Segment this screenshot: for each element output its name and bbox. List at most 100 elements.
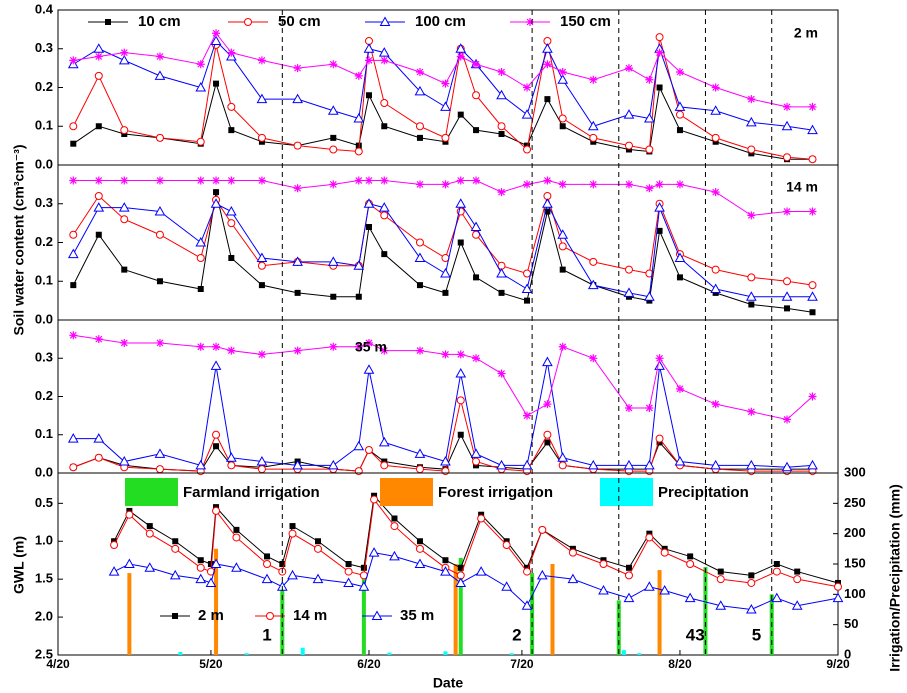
marker [455, 43, 467, 53]
marker [172, 538, 179, 545]
marker [745, 603, 757, 614]
bar [616, 600, 621, 655]
marker [807, 459, 818, 470]
marker [589, 133, 598, 142]
marker [559, 123, 566, 130]
marker [441, 350, 450, 359]
series-line [73, 433, 813, 472]
legend-label: 2 m [198, 607, 224, 624]
legend-label: Forest irrigation [438, 484, 553, 501]
marker [644, 459, 655, 470]
marker [227, 219, 236, 228]
marker [292, 459, 303, 470]
marker [711, 83, 720, 92]
marker [121, 266, 128, 273]
marker [370, 495, 379, 504]
marker [440, 456, 451, 466]
marker [353, 440, 365, 451]
marker [523, 83, 532, 92]
marker [655, 434, 664, 443]
marker [781, 120, 793, 131]
marker [256, 252, 268, 262]
marker [258, 282, 265, 289]
series-line [113, 494, 839, 584]
marker [625, 564, 632, 571]
bar [178, 651, 183, 655]
bar [127, 573, 132, 655]
marker [329, 145, 338, 154]
y-tick-label: 0.1 [35, 273, 53, 288]
marker [526, 18, 534, 26]
marker [364, 338, 373, 347]
marker [288, 529, 297, 538]
marker [69, 176, 78, 185]
marker [521, 283, 533, 293]
marker [315, 538, 321, 545]
marker [363, 43, 375, 53]
marker [587, 120, 599, 131]
marker [794, 568, 801, 575]
marker [120, 48, 129, 57]
marker [455, 577, 467, 587]
marker [380, 346, 389, 355]
marker [94, 71, 103, 80]
marker [455, 198, 467, 208]
marker [314, 544, 322, 553]
marker [558, 461, 567, 470]
marker [557, 74, 569, 84]
marker [676, 274, 683, 281]
marker [120, 215, 129, 224]
marker [364, 176, 373, 185]
marker [330, 293, 337, 300]
y2-tick-label: 50 [844, 616, 858, 631]
marker [589, 257, 598, 266]
marker [293, 346, 302, 355]
marker [195, 573, 207, 584]
marker [711, 400, 720, 409]
marker [686, 560, 695, 568]
marker [472, 230, 481, 239]
y-axis-label: GWL (m) [11, 536, 27, 594]
marker [675, 384, 684, 393]
marker [473, 274, 480, 281]
marker [293, 184, 302, 193]
marker [67, 433, 79, 443]
marker [95, 231, 102, 238]
marker [415, 68, 424, 76]
marker [498, 289, 505, 296]
bar [453, 564, 458, 655]
x-tick-label: 9/20 [826, 657, 850, 671]
marker [257, 133, 266, 142]
marker [312, 573, 324, 584]
marker [457, 431, 464, 438]
marker [210, 360, 222, 370]
panel-frame [57, 319, 839, 474]
marker [69, 463, 78, 472]
marker [364, 446, 373, 455]
series-line [73, 361, 813, 468]
marker [497, 68, 506, 76]
annotation: 1 [262, 625, 271, 644]
marker [624, 571, 633, 580]
marker [355, 293, 362, 300]
marker [456, 350, 465, 359]
bar [458, 557, 463, 655]
y-tick-label: 0.3 [35, 350, 53, 365]
marker [441, 180, 450, 189]
marker [207, 561, 214, 567]
marker [457, 239, 464, 246]
bar [387, 652, 392, 655]
marker [542, 356, 553, 367]
series-line [113, 498, 839, 588]
marker [772, 567, 781, 576]
y-tick-label: 0.0 [35, 156, 53, 171]
marker [354, 147, 363, 156]
marker [809, 309, 816, 316]
marker [656, 227, 663, 234]
marker [456, 176, 465, 185]
marker [155, 176, 164, 185]
marker [212, 29, 221, 38]
bar [361, 579, 366, 655]
marker [227, 48, 236, 57]
marker [659, 585, 671, 595]
